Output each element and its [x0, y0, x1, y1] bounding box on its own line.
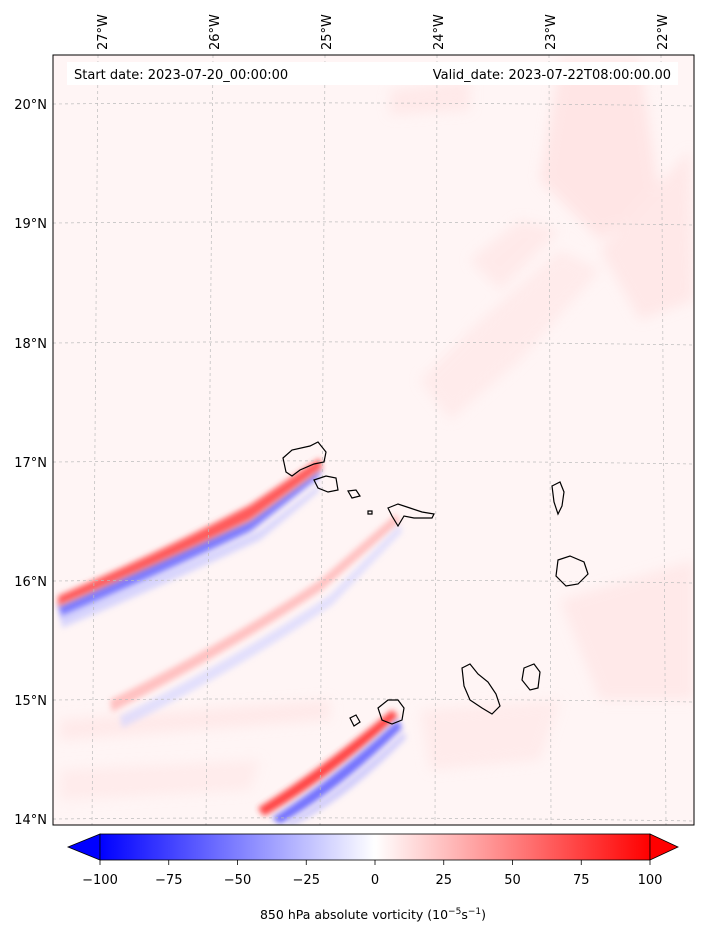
lat-label-4: 16°N	[14, 575, 47, 590]
gridlines	[53, 55, 694, 825]
colorbar-tick-label: −50	[224, 873, 251, 888]
colorbar-label: 850 hPa absolute vorticity (10−5s−1)	[260, 907, 486, 922]
colorbar-tick-label: 100	[638, 873, 663, 888]
vorticity-streak-north	[58, 458, 322, 628]
vorticity-field	[58, 60, 694, 825]
lon-label-2: 25°W	[320, 14, 335, 50]
colorbar-extend-min	[66, 833, 101, 861]
lon-label-3: 24°W	[432, 14, 447, 50]
lat-label-5: 15°N	[14, 694, 47, 709]
island-fogo	[377, 699, 405, 725]
colorbar-tick-label: 75	[573, 873, 590, 888]
valid-date-label: Valid_date: 2023-07-22T08:00:00.00	[433, 68, 671, 83]
background-streaks	[60, 60, 694, 800]
colorbar-tick-label: −25	[293, 873, 320, 888]
colorbar: −100 −75 −50 −25 0 25 50 75 100 850 hPa absolute…	[66, 833, 679, 922]
start-date-label: Start date: 2023-07-20_00:00:00	[74, 68, 288, 83]
longitude-labels: 27°W 26°W 25°W 24°W 23°W 22°W	[96, 14, 671, 50]
map-frame	[52, 54, 695, 826]
colorbar-ticks: −100 −75 −50 −25 0 25 50 75 100	[82, 860, 662, 888]
island-boa-vista	[555, 555, 589, 587]
lat-label-0: 20°N	[14, 98, 47, 113]
island-brava	[349, 714, 361, 727]
lon-label-1: 26°W	[208, 14, 223, 50]
map-panel: Start date: 2023-07-20_00:00:00 Valid_da…	[52, 54, 695, 826]
colorbar-extend-max	[649, 833, 679, 861]
island-santo-antao	[282, 441, 327, 477]
latitude-labels: 20°N 19°N 18°N 17°N 16°N 15°N 14°N	[14, 98, 47, 828]
lon-label-4: 23°W	[544, 14, 559, 50]
lon-label-0: 27°W	[96, 14, 111, 50]
vorticity-streak-south	[258, 710, 406, 825]
colorbar-bar	[99, 833, 651, 861]
island-branco	[367, 510, 373, 515]
island-sao-vicente	[313, 475, 339, 493]
colorbar-tick-label: −100	[82, 873, 118, 888]
colorbar-tick-label: 50	[504, 873, 521, 888]
coastlines	[282, 441, 589, 727]
island-sao-nicolau	[387, 503, 435, 528]
lat-label-1: 19°N	[14, 217, 47, 232]
vorticity-streak-middle	[110, 514, 402, 728]
colorbar-tick-label: −75	[155, 873, 182, 888]
island-maio	[521, 663, 541, 691]
lat-label-3: 17°N	[14, 456, 47, 471]
island-sal	[551, 481, 565, 516]
colorbar-tick-label: 25	[435, 873, 452, 888]
lon-label-5: 22°W	[656, 14, 671, 50]
lat-label-2: 18°N	[14, 337, 47, 352]
colorbar-tick-label: 0	[371, 873, 379, 888]
lat-label-6: 14°N	[14, 813, 47, 828]
header-box	[67, 62, 678, 85]
island-santiago	[461, 663, 501, 715]
island-santa-luzia	[347, 489, 361, 499]
